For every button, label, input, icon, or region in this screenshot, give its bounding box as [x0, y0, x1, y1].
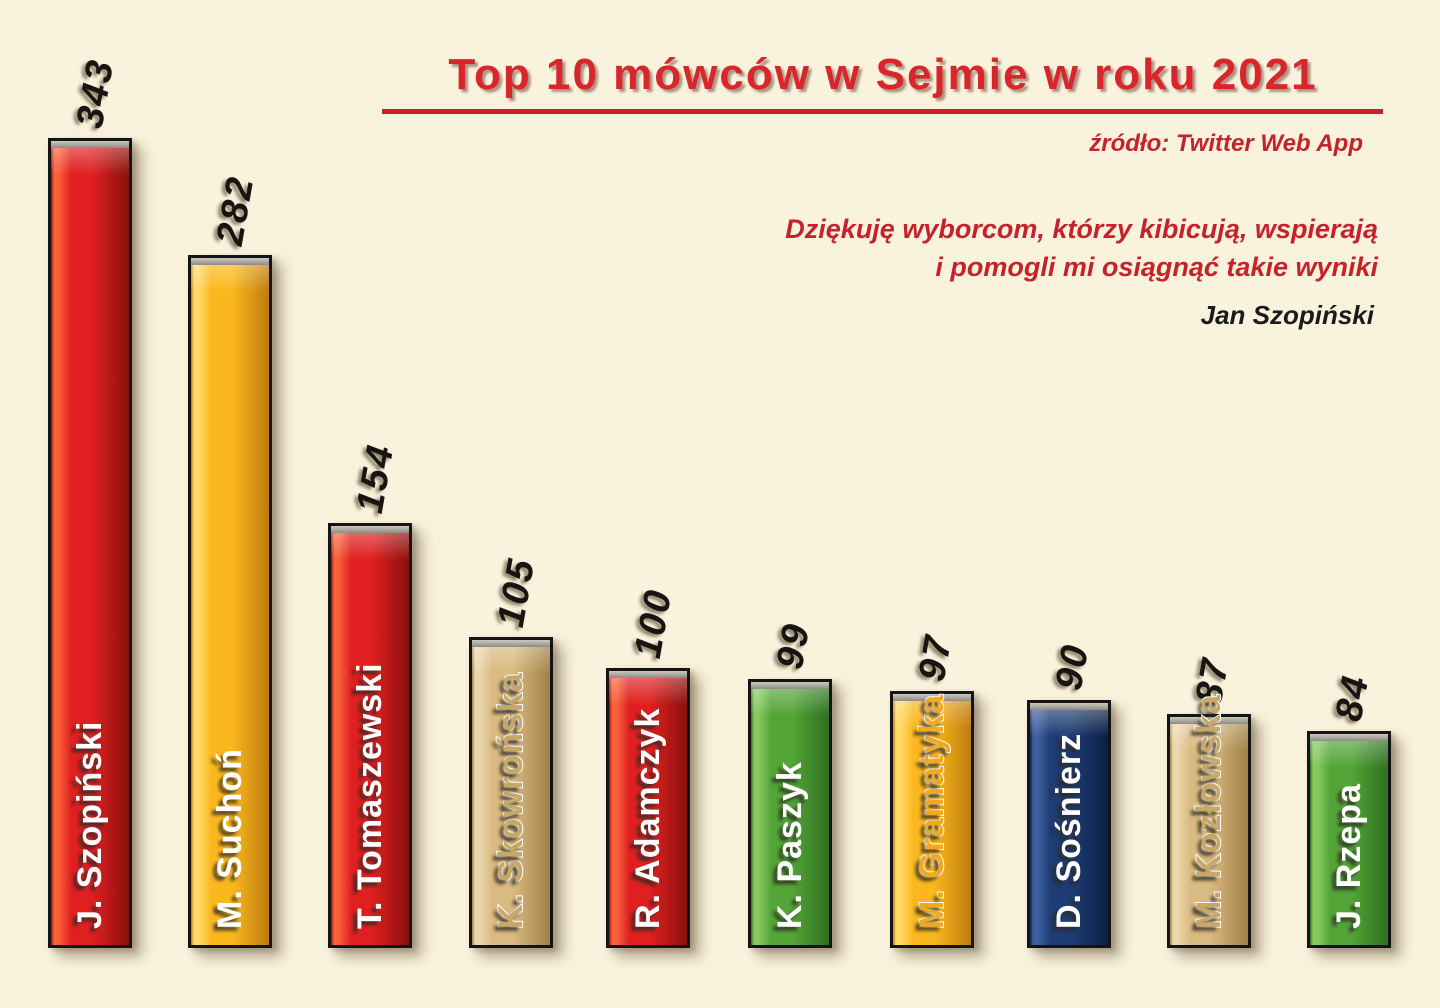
bar: M. Kozłowska [1167, 693, 1251, 948]
bar: K. Paszyk [748, 679, 832, 948]
quote-line-2: i pomogli mi osiągnąć takie wyniki [935, 252, 1378, 282]
bar-label: K. Skowrońska [491, 671, 531, 930]
bar-label: K. Paszyk [771, 761, 809, 929]
bar: D. Sośnierz [1027, 700, 1111, 948]
quote-author: Jan Szopiński [1200, 300, 1374, 330]
bar-label: J. Rzepa [1330, 783, 1368, 929]
bar-label: M. Kozłowska [1189, 693, 1229, 930]
title-underline [382, 109, 1383, 114]
bar-value: 99 [769, 619, 819, 673]
bar-value: 154 [349, 440, 403, 517]
bar: M. Gramatyka [890, 691, 974, 948]
bar-label: M. Gramatyka [912, 693, 952, 930]
bar-label: T. Tomaszewski [351, 662, 389, 929]
bar-value: 343 [69, 55, 123, 132]
quote: Dziękuję wyborcom, którzy kibicują, wspi… [785, 210, 1378, 286]
bar-value: 90 [1048, 640, 1098, 694]
bar-value: 105 [490, 554, 544, 631]
chart-title: Top 10 mówców w Sejmie w roku 2021 [448, 50, 1318, 99]
bar: R. Adamczyk [606, 668, 690, 948]
bar-value: 97 [911, 631, 961, 685]
bar-value: 100 [627, 585, 681, 662]
quote-line-1: Dziękuję wyborcom, którzy kibicują, wspi… [785, 214, 1378, 244]
bar-label: J. Szopiński [71, 720, 109, 930]
bar-label: R. Adamczyk [629, 707, 667, 929]
bar: K. Skowrońska [469, 637, 553, 948]
source-credit: źródło: Twitter Web App [1089, 130, 1363, 157]
bar-label: D. Sośnierz [1050, 732, 1088, 929]
bar: J. Szopiński [48, 138, 132, 948]
bar-value: 282 [209, 172, 263, 249]
bar: T. Tomaszewski [328, 523, 412, 948]
bar: J. Rzepa [1307, 731, 1391, 948]
bar: M. Suchoń [188, 255, 272, 948]
bar-label: M. Suchoń [211, 748, 249, 929]
bar-value: 84 [1328, 671, 1378, 725]
